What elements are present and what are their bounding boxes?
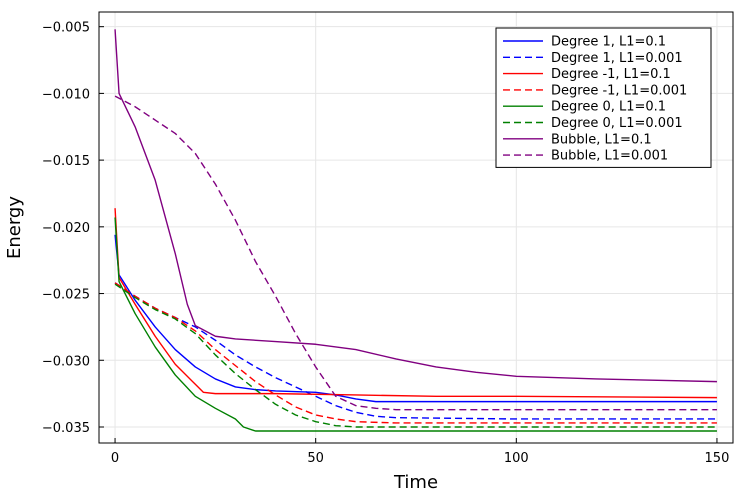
y-tick-label: −0.015 xyxy=(42,154,90,169)
series-line-1 xyxy=(114,234,717,403)
series-line-6 xyxy=(114,283,717,428)
y-tick-label: −0.005 xyxy=(42,21,90,36)
series-line-4 xyxy=(114,282,717,424)
y-tick-label: −0.030 xyxy=(42,354,90,369)
y-axis-title: Energy xyxy=(4,196,25,259)
series-line-5 xyxy=(114,217,717,432)
y-tick-label: −0.025 xyxy=(42,288,90,303)
legend-label: Degree 0, L1=0.1 xyxy=(551,100,666,115)
legend-label: Bubble, L1=0.001 xyxy=(551,149,668,164)
y-tick-label: −0.020 xyxy=(42,221,90,236)
x-axis-title: Time xyxy=(393,472,438,493)
legend-label: Bubble, L1=0.1 xyxy=(551,132,652,147)
series-lines xyxy=(114,29,717,432)
legend-label: Degree -1, L1=0.1 xyxy=(551,67,671,82)
y-tick-label: −0.035 xyxy=(42,421,90,436)
legend-label: Degree -1, L1=0.001 xyxy=(551,83,687,98)
x-tick-label: 100 xyxy=(504,451,529,466)
legend-label: Degree 0, L1=0.001 xyxy=(551,116,683,131)
x-tick-label: 0 xyxy=(111,451,119,466)
series-line-8 xyxy=(114,95,717,411)
legend-label: Degree 1, L1=0.1 xyxy=(551,35,666,50)
legend-box xyxy=(495,27,712,168)
plot-frame xyxy=(98,11,734,444)
x-tick-label: 150 xyxy=(705,451,730,466)
y-tick-label: −0.010 xyxy=(42,87,90,102)
legend-label: Degree 1, L1=0.001 xyxy=(551,51,683,66)
series-line-3 xyxy=(114,208,717,399)
series-line-2 xyxy=(114,282,717,420)
x-tick-label: 50 xyxy=(307,451,324,466)
axis-ticks: 0 50 100 150 −0.035 −0.030 −0.025 −0.020 −0.015 −… xyxy=(42,21,729,466)
series-line-7 xyxy=(114,29,717,383)
